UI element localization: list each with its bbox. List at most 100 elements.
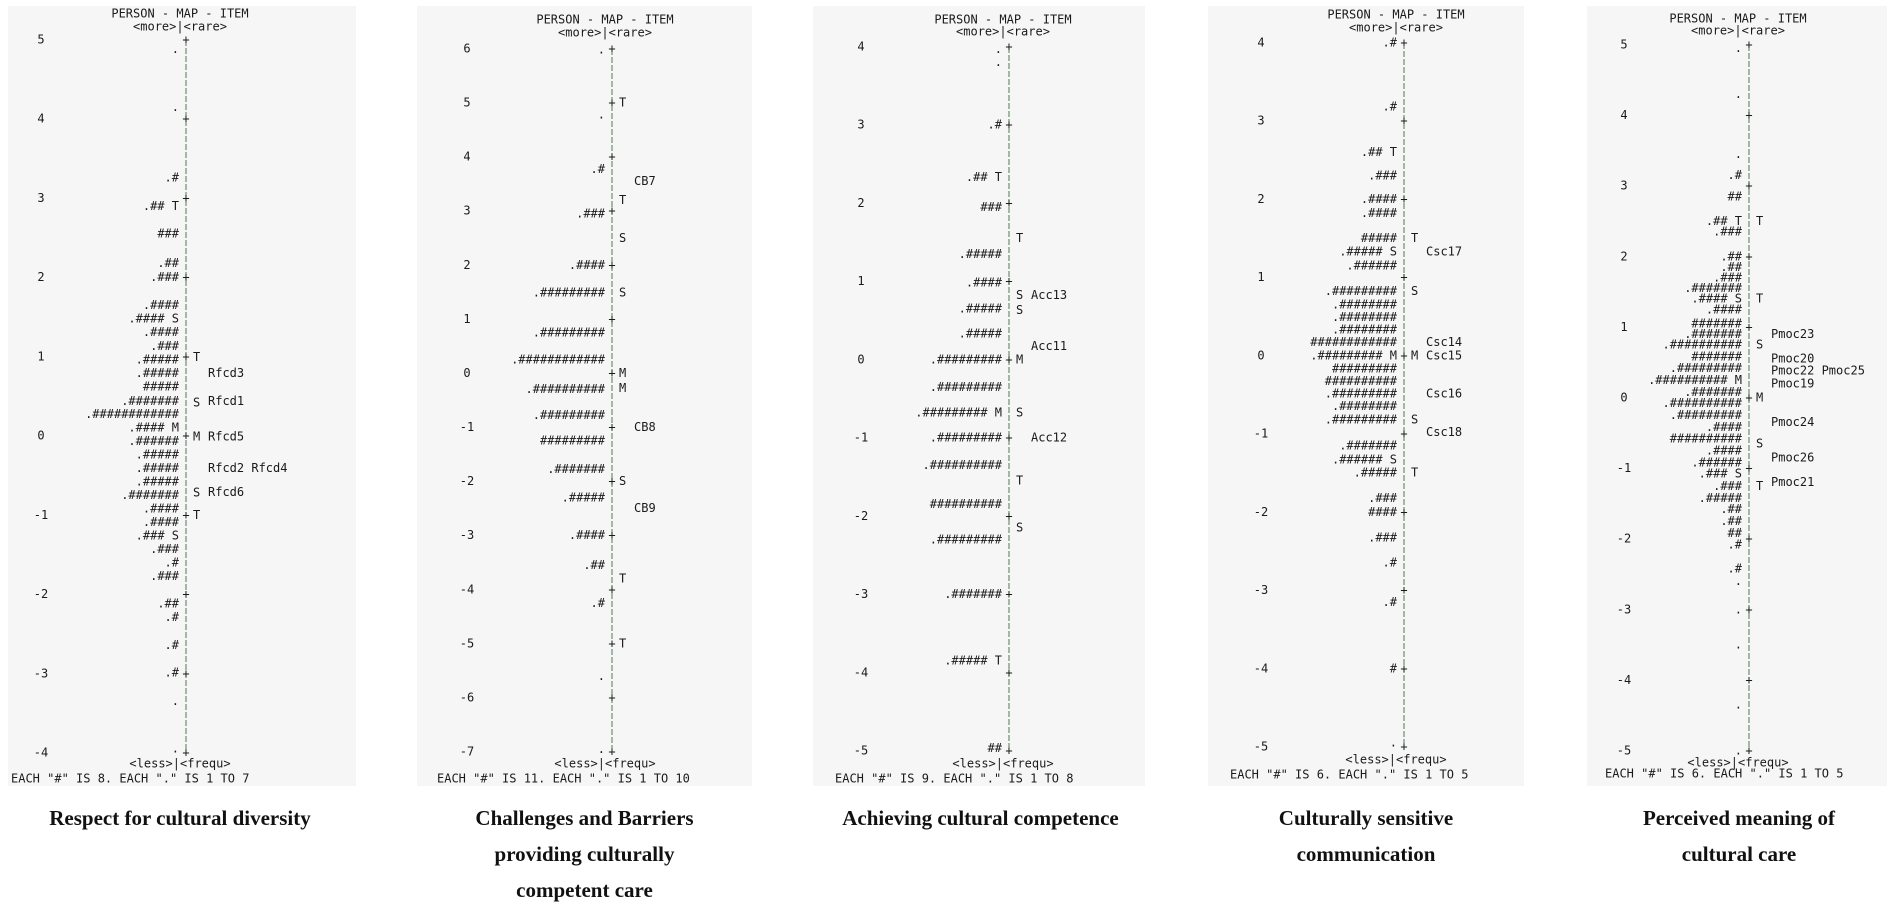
person-distribution-row: ##########	[930, 497, 1003, 511]
item-stat-marker: S	[619, 285, 626, 299]
axis-tick-mark: +	[182, 349, 189, 363]
person-distribution-row: .	[598, 669, 605, 683]
axis-tick-label: -3	[854, 587, 868, 601]
person-distribution-row: .	[1390, 736, 1397, 750]
map-footer: EACH "#" IS 8. EACH "." IS 1 TO 7	[11, 772, 249, 786]
person-distribution-row: .###	[1713, 270, 1743, 284]
map-footer: EACH "#" IS 9. EACH "." IS 1 TO 8	[835, 772, 1073, 786]
person-distribution-row: .#	[1728, 561, 1743, 575]
person-distribution-row: .	[172, 694, 179, 708]
person-distribution-row: .##### S	[1339, 244, 1397, 258]
axis-tick-mark: +	[1745, 532, 1752, 546]
person-distribution-row: .####	[966, 276, 1003, 290]
axis-tick-label: 4	[463, 150, 470, 164]
person-distribution-row: .#	[1383, 36, 1398, 50]
item-label: Pmoc24	[1771, 415, 1814, 429]
axis-tick-label: 2	[37, 270, 44, 284]
axis-tick-label: 1	[1620, 320, 1627, 334]
axis-tick-mark: +	[608, 204, 615, 218]
axis-tick-mark: +	[1400, 427, 1407, 441]
person-distribution-row: .##	[157, 256, 179, 270]
axis-tick-label: -4	[1617, 673, 1631, 687]
person-distribution-row: #########	[1332, 362, 1398, 376]
axis-tick-label: 0	[1257, 348, 1264, 362]
map-bottom-label: <less>|<frequ>	[952, 757, 1053, 771]
axis-tick-mark: +	[182, 508, 189, 522]
person-distribution-row: ###	[157, 227, 179, 241]
axis-tick-mark: +	[1005, 587, 1012, 601]
axis-tick-label: 0	[463, 366, 470, 380]
map-footer: EACH "#" IS 6. EACH "." IS 1 TO 5	[1605, 767, 1843, 781]
person-distribution-row: .#########	[1325, 387, 1398, 401]
person-distribution-row: .	[1735, 574, 1742, 588]
item-stat-marker: S	[619, 231, 626, 245]
person-distribution-row: .#	[1728, 537, 1743, 551]
person-distribution-row: .	[172, 100, 179, 114]
item-stat-marker: T	[193, 350, 200, 364]
axis-tick-label: 2	[857, 196, 864, 210]
item-stat-marker: S	[1756, 436, 1763, 450]
person-distribution-row: .###	[1368, 168, 1398, 182]
person-distribution-row: .####	[569, 528, 606, 542]
person-distribution-row: .#####	[1699, 491, 1743, 505]
person-distribution-row: .#########	[930, 431, 1003, 445]
map-footer: EACH "#" IS 11. EACH "." IS 1 TO 10	[437, 772, 690, 786]
axis-tick-label: 3	[1620, 179, 1627, 193]
person-distribution-row: .######### M	[1310, 348, 1397, 362]
axis-tick-label: -4	[1254, 661, 1268, 675]
person-distribution-row: .#	[165, 170, 180, 184]
axis-tick-mark: +	[608, 745, 615, 759]
person-distribution-row: .#########	[930, 380, 1003, 394]
person-distribution-row: .#######	[121, 488, 180, 502]
axis-tick-label: -3	[460, 528, 474, 542]
item-stat-marker: T	[1016, 474, 1023, 488]
axis-tick-mark: +	[182, 191, 189, 205]
axis-tick-label: 1	[857, 274, 864, 288]
item-stat-marker: M	[1411, 348, 1418, 362]
axis-tick-label: 1	[463, 312, 470, 326]
axis-tick-mark: +	[1005, 352, 1012, 366]
item-stat-marker: M	[1016, 352, 1023, 366]
map-top-label: <more>|<rare>	[956, 25, 1050, 39]
person-distribution-row: .#########	[1670, 361, 1743, 375]
map-header: PERSON - MAP - ITEM	[1327, 8, 1464, 22]
item-stat-marker: S	[1016, 521, 1023, 535]
person-distribution-row: .	[1735, 698, 1742, 712]
axis-tick-label: 5	[463, 96, 470, 110]
person-distribution-row: ###	[980, 200, 1002, 214]
axis-tick-label: -4	[460, 582, 474, 596]
person-distribution-row: .#	[1383, 595, 1398, 609]
map-bottom-label: <less>|<frequ>	[554, 757, 655, 771]
axis-tick-label: 3	[463, 204, 470, 218]
axis-tick-mark: +	[608, 96, 615, 110]
person-distribution-row: .#######	[1684, 327, 1743, 341]
person-distribution-row: .#### S	[128, 311, 179, 325]
axis-tick-mark: +	[608, 582, 615, 596]
person-distribution-row: .#####	[959, 327, 1003, 341]
person-distribution-row: .####	[143, 501, 180, 515]
axis-tick-mark: +	[608, 690, 615, 704]
axis-tick-mark: +	[1745, 744, 1752, 758]
wright-map-svg: PERSON - MAP - ITEM<more>|<rare> <less>|<…	[1230, 8, 1468, 782]
axis-tick-mark: +	[608, 150, 615, 164]
axis-tick-mark: +	[608, 258, 615, 272]
axis-tick-mark: +	[1400, 114, 1407, 128]
person-distribution-row: .#	[1728, 168, 1743, 182]
item-stat-marker: M	[193, 429, 200, 443]
axis-tick-mark: +	[1745, 108, 1752, 122]
axis-tick-mark: +	[608, 474, 615, 488]
axis-tick-label: 0	[37, 429, 44, 443]
axis-tick-label: 1	[37, 349, 44, 363]
axis-tick-mark: +	[1005, 40, 1012, 54]
wright-map-svg: PERSON - MAP - ITEM<more>|<rare> <less>|<…	[437, 13, 690, 786]
axis-tick-mark: +	[1745, 602, 1752, 616]
axis-tick-label: -6	[460, 690, 474, 704]
person-distribution-row: #######	[1691, 316, 1742, 330]
axis-tick-mark: +	[182, 270, 189, 284]
person-distribution-row: #######	[1691, 350, 1742, 364]
axis-tick-mark: +	[182, 746, 189, 760]
item-stat-marker: T	[1756, 292, 1763, 306]
map-footer: EACH "#" IS 6. EACH "." IS 1 TO 5	[1230, 768, 1468, 782]
wright-map-panel-meaning: PERSON - MAP - ITEM <more>|<rare> <less>|<…	[1587, 6, 1887, 786]
person-distribution-row: ##	[988, 741, 1003, 755]
